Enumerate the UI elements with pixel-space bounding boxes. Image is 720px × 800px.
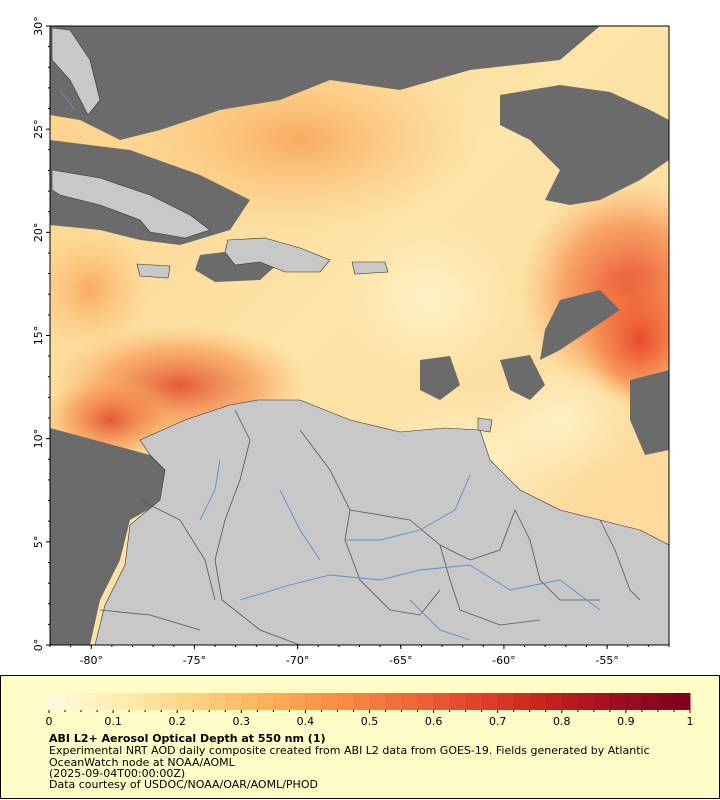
colorbar-tick-label: 0.5: [361, 715, 379, 728]
colorbar-cell: [561, 693, 579, 710]
cuba: [51, 169, 211, 239]
colorbar-tick-label: 0.1: [104, 715, 122, 728]
colorbar-cell: [481, 693, 499, 710]
colorbar-cell: [209, 693, 226, 710]
colorbar-cell: [369, 693, 387, 710]
colorbar-cell: [273, 693, 290, 710]
rivers: [59, 89, 601, 641]
no-data-areas: [50, 26, 669, 645]
colorbar-tick-label: 1: [687, 715, 694, 728]
lon-tick-label: -65°: [389, 654, 412, 667]
lon-tick-label: -60°: [492, 654, 515, 667]
colorbar-cell: [641, 693, 659, 710]
colorbar-cell: [449, 693, 467, 710]
colorbar-cell: [97, 693, 114, 710]
legend-description: Experimental NRT AOD daily composite cre…: [49, 744, 650, 769]
colorbar-cell: [113, 693, 130, 710]
colorbar-cell: [193, 693, 210, 710]
colorbar-cell: [577, 693, 595, 710]
colorbar-cell: [225, 693, 242, 710]
lat-tick-label: 10°: [32, 429, 45, 449]
colorbar-cell: [609, 693, 627, 710]
land: [51, 27, 669, 645]
jamaica: [136, 263, 171, 279]
colorbar-cell: [513, 693, 531, 710]
colorbar-tick-label: 0.7: [489, 715, 507, 728]
colorbar-cell: [177, 693, 194, 710]
lat-tick-label: 25°: [32, 119, 45, 139]
colorbar-cell: [321, 693, 338, 710]
colorbar-cell: [497, 693, 515, 710]
legend-title: ABI L2+ Aerosol Optical Depth at 550 nm …: [49, 732, 326, 745]
lat-tick-label: 20°: [32, 223, 45, 243]
colorbar-tick-label: 0.4: [297, 715, 315, 728]
latitude-axis: 0° 5° 10° 15° 20° 25° 30°: [32, 16, 50, 651]
colorbar-cell: [433, 693, 451, 710]
aod-map: 0° 5° 10° 15° 20° 25° 30° -80° -75° -70° -65° -60°…: [32, 16, 670, 667]
colorbar-cell: [129, 693, 146, 710]
longitude-axis: -80° -75° -70° -65° -60° -55°: [49, 645, 670, 667]
south-america: [94, 399, 669, 645]
colorbar-cell: [673, 693, 691, 710]
lon-tick-label: -55°: [595, 654, 618, 667]
colorbar-cell: [305, 693, 322, 710]
lat-tick-label: 0°: [32, 639, 45, 652]
lon-tick-label: -75°: [183, 654, 206, 667]
colorbar-tick-label: 0.2: [168, 715, 186, 728]
colorbar-cell: [401, 693, 419, 710]
colorbar-cell: [337, 693, 354, 710]
legend-credit: Data courtesy of USDOC/NOAA/OAR/AOML/PHO…: [49, 778, 318, 791]
colorbar-cell: [417, 693, 435, 710]
colorbar-ticks: 0 0.1 0.2 0.3 0.4 0.5 0.6 0.7 0.8 0.9 1: [46, 710, 694, 728]
colorbar-cells: [49, 693, 691, 710]
trinidad: [477, 417, 493, 433]
lat-tick-label: 15°: [32, 326, 45, 346]
colorbar-cell: [241, 693, 258, 710]
colorbar: 0 0.1 0.2 0.3 0.4 0.5 0.6 0.7 0.8 0.9 1: [46, 693, 694, 728]
colorbar-cell: [257, 693, 274, 710]
colorbar-tick-label: 0: [46, 715, 53, 728]
colorbar-cell: [465, 693, 483, 710]
colorbar-cell: [65, 693, 82, 710]
colorbar-cell: [161, 693, 178, 710]
colorbar-cell: [145, 693, 162, 710]
colorbar-cell: [81, 693, 98, 710]
colorbar-tick-label: 0.6: [425, 715, 443, 728]
florida: [51, 27, 101, 116]
puerto-rico: [351, 261, 389, 275]
colorbar-cell: [49, 693, 66, 710]
country-borders: [99, 409, 641, 645]
colorbar-cell: [657, 693, 675, 710]
colorbar-cell: [625, 693, 643, 710]
colorbar-cell: [593, 693, 611, 710]
colorbar-cell: [545, 693, 563, 710]
colorbar-cell: [353, 693, 370, 710]
colorbar-tick-label: 0.9: [617, 715, 635, 728]
lon-tick-label: -70°: [286, 654, 309, 667]
legend-panel: 0 0.1 0.2 0.3 0.4 0.5 0.6 0.7 0.8 0.9 1 ABI L2+ Ae…: [0, 675, 720, 799]
lat-tick-label: 30°: [32, 16, 45, 36]
hispaniola: [224, 237, 331, 273]
colorbar-cell: [289, 693, 306, 710]
colorbar-cell: [385, 693, 403, 710]
colorbar-cell: [529, 693, 547, 710]
lat-tick-label: 5°: [32, 536, 45, 549]
legend-timestamp: (2025-09-04T00:00:00Z): [49, 767, 186, 780]
colorbar-tick-label: 0.8: [553, 715, 571, 728]
lon-tick-label: -80°: [80, 654, 103, 667]
colorbar-tick-label: 0.3: [233, 715, 251, 728]
